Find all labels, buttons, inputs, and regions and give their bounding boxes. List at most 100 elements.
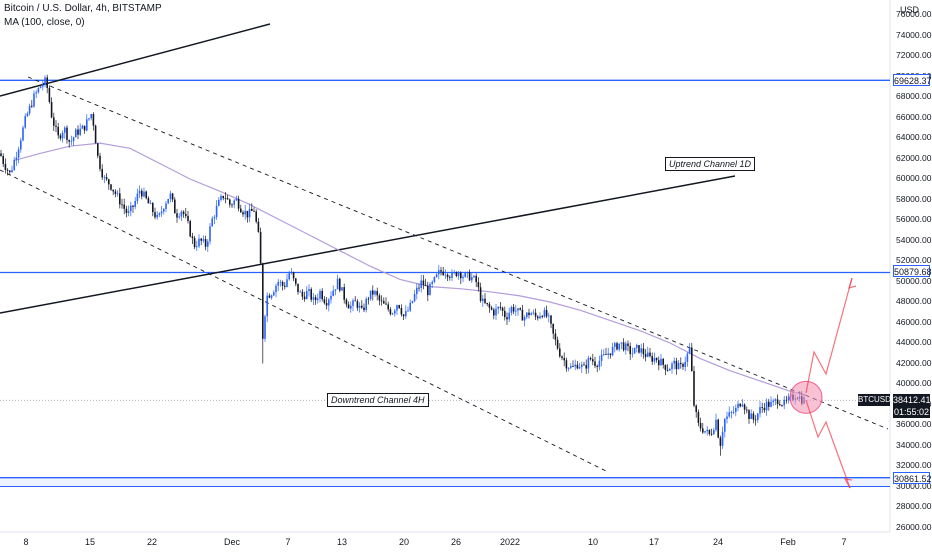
candle — [158, 212, 161, 217]
candle — [717, 418, 719, 439]
candle-body — [603, 354, 605, 355]
candle — [385, 297, 387, 306]
candle-body — [515, 310, 517, 312]
candle-body — [570, 366, 572, 369]
candle-body — [627, 343, 629, 347]
candle — [748, 409, 750, 424]
time-axis-tick: 13 — [336, 537, 348, 547]
candle — [233, 199, 235, 209]
candle-body — [631, 353, 634, 355]
candle-body — [273, 292, 275, 296]
candle-body — [185, 213, 187, 216]
candle — [321, 288, 323, 302]
candle-body — [180, 211, 183, 217]
candle — [376, 287, 378, 301]
uptrend-channel-label[interactable]: Uptrend Channel 1D — [665, 157, 756, 171]
candle — [237, 195, 240, 212]
candle-body — [363, 307, 365, 311]
candle — [616, 341, 618, 351]
candle — [341, 287, 343, 291]
candle-body — [380, 300, 383, 302]
price-axis-tick: 26000.00 — [896, 521, 932, 532]
price-axis-tick: 46000.00 — [896, 316, 932, 327]
candle-body — [215, 205, 218, 218]
candle — [387, 301, 389, 312]
candle — [35, 89, 37, 99]
candle-body — [739, 403, 741, 407]
candle-body — [248, 208, 251, 218]
candle-body — [746, 409, 748, 411]
candle-body — [713, 429, 715, 435]
candle — [658, 356, 660, 371]
candle-body — [506, 317, 508, 320]
candle-body — [317, 298, 319, 301]
candle-body — [204, 239, 207, 247]
candle-body — [17, 149, 20, 158]
candle-body — [211, 218, 213, 227]
candle — [123, 198, 125, 215]
candle — [726, 411, 728, 424]
candle-body — [530, 313, 532, 316]
candle-body — [658, 360, 660, 366]
candle-body — [310, 289, 312, 300]
candle — [508, 307, 510, 322]
candle — [39, 86, 42, 89]
candle — [721, 426, 724, 450]
candle — [644, 349, 647, 362]
candle-body — [636, 345, 638, 348]
candle-body — [732, 411, 735, 413]
candle-body — [378, 295, 381, 301]
candle — [770, 396, 772, 408]
candle — [530, 311, 532, 316]
candle-body — [484, 298, 486, 303]
candle-body — [394, 310, 396, 314]
bullish-projection-arrowhead — [848, 277, 857, 289]
candle — [440, 266, 442, 276]
candle-body — [583, 364, 585, 366]
candle-body — [708, 429, 711, 434]
candle — [83, 125, 86, 134]
candle-body — [20, 140, 22, 150]
currency-label[interactable]: USD — [900, 5, 920, 15]
candle — [662, 357, 664, 369]
candle — [673, 357, 675, 370]
candle — [97, 142, 99, 159]
candle — [713, 427, 715, 435]
candle-body — [649, 352, 651, 357]
candle — [90, 113, 92, 121]
candle-body — [543, 310, 546, 317]
candle-body — [413, 294, 416, 302]
candle — [442, 267, 444, 276]
candle — [453, 269, 455, 275]
candle-body — [86, 119, 88, 131]
candle — [449, 275, 451, 281]
candle — [783, 395, 785, 410]
candle-body — [297, 283, 299, 293]
candle-body — [193, 238, 196, 248]
candle — [739, 403, 741, 408]
candle — [273, 290, 275, 297]
candle — [418, 283, 420, 292]
candle-body — [68, 139, 70, 142]
candle-body — [158, 213, 161, 215]
candle-body — [213, 217, 216, 219]
candle-body — [449, 277, 451, 279]
candle — [275, 283, 277, 298]
candle-body — [695, 405, 697, 413]
candle — [728, 406, 730, 419]
candle — [295, 277, 297, 287]
candle-body — [90, 114, 92, 119]
candle-body — [314, 297, 317, 301]
candle-body — [222, 195, 224, 199]
downtrend-channel-label[interactable]: Downtrend Channel 4H — [327, 393, 429, 407]
candle — [105, 173, 108, 181]
candle — [92, 112, 95, 131]
candle-body — [565, 360, 568, 369]
candle-body — [589, 358, 592, 360]
candle — [314, 294, 317, 305]
candle-body — [251, 208, 253, 211]
candle — [193, 235, 196, 250]
candle-body — [224, 198, 227, 199]
